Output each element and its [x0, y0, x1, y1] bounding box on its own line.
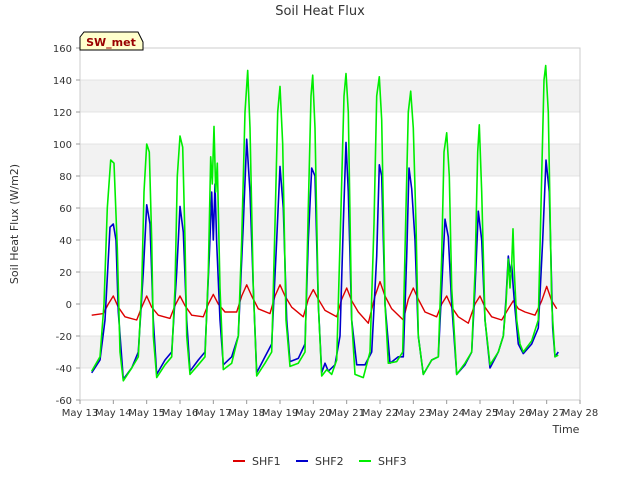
legend-label-shf1: SHF1 [252, 455, 281, 468]
grid-band [80, 80, 580, 112]
y-tick-label: 120 [53, 108, 72, 119]
x-tick-label: May 13 [62, 408, 99, 419]
y-axis-label: Soil Heat Flux (W/m2) [8, 164, 21, 284]
y-tick-label: -20 [56, 332, 72, 343]
x-tick-label: May 25 [462, 408, 499, 419]
y-tick-label: 60 [59, 204, 72, 215]
y-axis-ticks: -60 -40 -20 0 20 40 60 80 100 120 140 160 [53, 44, 80, 407]
x-tick-label: May 27 [528, 408, 565, 419]
chart-title: Soil Heat Flux [275, 4, 365, 19]
x-tick-label: May 18 [228, 408, 265, 419]
legend: SHF1 SHF2 SHF3 [233, 455, 407, 468]
site-badge-label: SW_met [86, 36, 136, 49]
x-tick-label: May 26 [495, 408, 532, 419]
series-line-shf2 [91, 138, 559, 380]
x-axis-label: Time [552, 423, 580, 436]
y-tick-label: 40 [59, 236, 72, 247]
legend-label-shf2: SHF2 [315, 455, 344, 468]
legend-label-shf3: SHF3 [378, 455, 407, 468]
y-tick-label: 140 [53, 76, 72, 87]
y-tick-label: 100 [53, 140, 72, 151]
x-tick-label: May 23 [395, 408, 432, 419]
site-badge: SW_met [79, 31, 144, 51]
y-tick-label: 0 [66, 300, 72, 311]
y-tick-label: 20 [59, 268, 72, 279]
plot-frame [79, 47, 581, 401]
x-tick-label: May 14 [95, 408, 132, 419]
x-tick-label: May 15 [128, 408, 165, 419]
grid-band [80, 208, 580, 240]
series-line-shf3 [91, 64, 559, 382]
grid-band [80, 272, 580, 304]
grid-bands [80, 80, 580, 368]
series-layer [91, 64, 559, 382]
x-tick-label: May 22 [362, 408, 399, 419]
site-badge-box [79, 31, 144, 51]
y-tick-label: 80 [59, 172, 72, 183]
x-tick-label: May 19 [262, 408, 299, 419]
x-tick-label: May 21 [328, 408, 365, 419]
grid-band [80, 144, 580, 176]
x-tick-label: May 24 [428, 408, 465, 419]
x-tick-label: May 28 [562, 408, 599, 419]
x-tick-label: May 20 [295, 408, 332, 419]
x-tick-label: May 16 [162, 408, 199, 419]
x-tick-label: May 17 [195, 408, 232, 419]
y-tick-label: 160 [53, 44, 72, 55]
y-tick-label: -40 [56, 364, 72, 375]
y-tick-label: -60 [56, 396, 72, 407]
